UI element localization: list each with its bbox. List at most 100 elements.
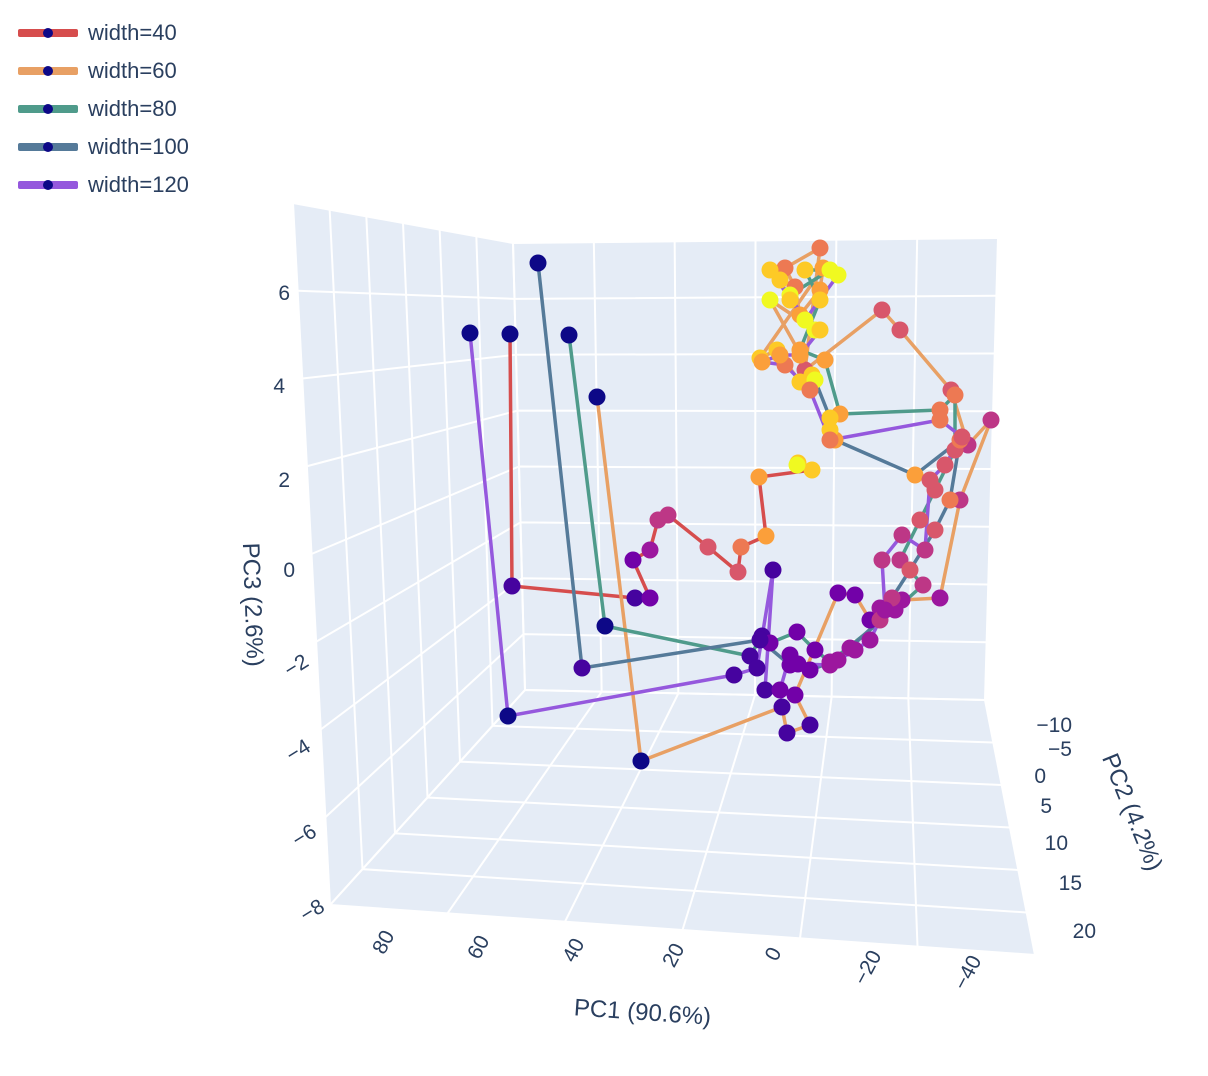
legend-item-width-100[interactable]: width=100: [18, 128, 189, 166]
marker-width-100-0[interactable]: [529, 254, 547, 272]
marker-width-120-23[interactable]: [753, 353, 771, 371]
marker-width-120-5[interactable]: [756, 681, 774, 699]
marker-width-80-5[interactable]: [788, 623, 806, 641]
y-axis-title: PC2 (4.2%): [1096, 750, 1168, 875]
marker-width-120-14[interactable]: [893, 526, 911, 544]
legend-swatch-width-120: [18, 180, 78, 190]
legend-item-width-40[interactable]: width=40: [18, 14, 189, 52]
y-tick: 10: [1045, 832, 1068, 855]
marker-width-120-29[interactable]: [761, 261, 779, 279]
marker-width-60-19[interactable]: [811, 239, 829, 257]
marker-width-60-7[interactable]: [846, 586, 864, 604]
marker-width-120-30[interactable]: [796, 311, 814, 329]
y-tick: 15: [1059, 872, 1082, 895]
legend-swatch-width-60: [18, 66, 78, 76]
marker-width-60-13[interactable]: [982, 411, 1000, 429]
z-tick: 6: [278, 282, 290, 305]
marker-width-120-18[interactable]: [953, 428, 971, 446]
marker-width-100-1[interactable]: [573, 659, 591, 677]
marker-width-80-1[interactable]: [596, 617, 614, 635]
marker-width-120-15[interactable]: [916, 541, 934, 559]
marker-width-40-3[interactable]: [641, 589, 659, 607]
legend-item-width-120[interactable]: width=120: [18, 166, 189, 204]
marker-width-100-11[interactable]: [941, 491, 959, 509]
marker-width-60-29[interactable]: [761, 291, 779, 309]
marker-width-120-2[interactable]: [725, 666, 743, 684]
marker-width-60-1[interactable]: [632, 752, 650, 770]
marker-width-120-9[interactable]: [821, 656, 839, 674]
marker-width-60-11[interactable]: [931, 589, 949, 607]
marker-width-40-1[interactable]: [503, 577, 521, 595]
marker-width-120-20[interactable]: [821, 431, 839, 449]
marker-width-120-11[interactable]: [861, 631, 879, 649]
marker-width-120-17[interactable]: [936, 456, 954, 474]
marker-width-100-16[interactable]: [821, 409, 839, 427]
marker-width-120-24[interactable]: [771, 346, 789, 364]
marker-width-60-6[interactable]: [829, 584, 847, 602]
marker-width-80-11[interactable]: [911, 511, 929, 529]
marker-width-120-1[interactable]: [499, 707, 517, 725]
marker-width-100-13[interactable]: [906, 466, 924, 484]
marker-width-40-10[interactable]: [732, 538, 750, 556]
marker-width-120-13[interactable]: [873, 551, 891, 569]
marker-width-40-15[interactable]: [788, 456, 806, 474]
marker-width-120-27[interactable]: [781, 291, 799, 309]
marker-width-40-0[interactable]: [501, 325, 519, 343]
marker-width-120-19[interactable]: [931, 411, 949, 429]
marker-width-80-0[interactable]: [560, 326, 578, 344]
marker-width-60-2[interactable]: [773, 698, 791, 716]
marker-width-120-16[interactable]: [921, 471, 939, 489]
marker-width-60-3[interactable]: [778, 724, 796, 742]
marker-width-40-11[interactable]: [757, 527, 775, 545]
marker-width-80-17[interactable]: [816, 351, 834, 369]
marker-width-80-14[interactable]: [946, 386, 964, 404]
legend-marker-icon: [43, 180, 53, 190]
legend-item-width-60[interactable]: width=60: [18, 52, 189, 90]
legend-marker-icon: [43, 28, 53, 38]
marker-width-80-20[interactable]: [796, 261, 814, 279]
y-tick: 5: [1040, 795, 1052, 818]
x-tick: 80: [368, 927, 399, 958]
gridline-y: [292, 202, 1036, 956]
marker-width-40-13[interactable]: [803, 461, 821, 479]
marker-width-60-16[interactable]: [891, 321, 909, 339]
marker-width-120-6[interactable]: [771, 681, 789, 699]
z-tick: 4: [273, 375, 285, 398]
legend-label-width-80: width=80: [88, 96, 177, 121]
marker-width-120-3[interactable]: [748, 659, 766, 677]
gridline-y: [328, 209, 1027, 914]
marker-width-100-10[interactable]: [926, 521, 944, 539]
marker-width-120-21[interactable]: [801, 381, 819, 399]
marker-width-120-8[interactable]: [789, 655, 807, 673]
legend-swatch-width-40: [18, 28, 78, 38]
marker-width-60-4[interactable]: [801, 716, 819, 734]
marker-width-120-4[interactable]: [764, 561, 782, 579]
marker-width-120-25[interactable]: [791, 346, 809, 364]
marker-width-40-12[interactable]: [750, 468, 768, 486]
marker-width-100-2[interactable]: [751, 631, 769, 649]
marker-width-40-9[interactable]: [729, 563, 747, 581]
gridlines: [292, 202, 1036, 956]
marker-width-40-5[interactable]: [641, 541, 659, 559]
marker-width-80-6[interactable]: [806, 641, 824, 659]
marker-width-120-26[interactable]: [811, 321, 829, 339]
marker-width-120-10[interactable]: [846, 641, 864, 659]
marker-width-60-0[interactable]: [588, 388, 606, 406]
marker-width-120-0[interactable]: [461, 324, 479, 342]
marker-width-80-9[interactable]: [914, 576, 932, 594]
marker-width-120-12[interactable]: [876, 601, 894, 619]
marker-width-100-9[interactable]: [901, 561, 919, 579]
legend-marker-icon: [43, 142, 53, 152]
marker-width-60-5[interactable]: [786, 686, 804, 704]
x-tick: −20: [849, 947, 886, 989]
legend-item-width-80[interactable]: width=80: [18, 90, 189, 128]
marker-width-120-31[interactable]: [829, 266, 847, 284]
marker-width-80-19[interactable]: [811, 291, 829, 309]
marker-width-60-17[interactable]: [873, 301, 891, 319]
marker-width-40-7[interactable]: [659, 506, 677, 524]
marker-width-40-8[interactable]: [699, 538, 717, 556]
marker-width-40-2[interactable]: [626, 589, 644, 607]
marker-width-40-4[interactable]: [624, 551, 642, 569]
z-tick: −6: [288, 820, 321, 852]
